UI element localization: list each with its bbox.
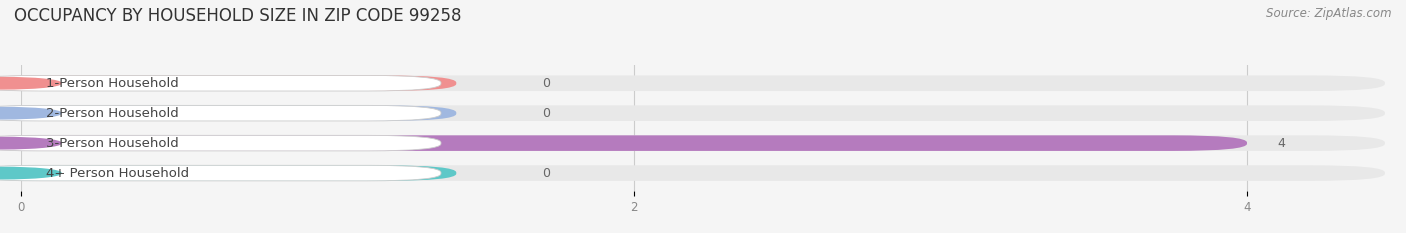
Circle shape [0, 167, 60, 179]
Text: Source: ZipAtlas.com: Source: ZipAtlas.com [1267, 7, 1392, 20]
FancyBboxPatch shape [0, 165, 457, 181]
Text: 4: 4 [1278, 137, 1285, 150]
FancyBboxPatch shape [0, 165, 441, 181]
Circle shape [0, 107, 60, 119]
Text: 0: 0 [543, 167, 550, 180]
FancyBboxPatch shape [0, 105, 457, 121]
Text: 2-Person Household: 2-Person Household [45, 107, 179, 120]
FancyBboxPatch shape [0, 75, 1385, 91]
FancyBboxPatch shape [0, 135, 1247, 151]
FancyBboxPatch shape [0, 75, 457, 91]
FancyBboxPatch shape [0, 105, 441, 121]
FancyBboxPatch shape [0, 165, 1385, 181]
FancyBboxPatch shape [0, 75, 441, 91]
FancyBboxPatch shape [0, 135, 441, 151]
Text: 3-Person Household: 3-Person Household [45, 137, 179, 150]
FancyBboxPatch shape [0, 135, 1385, 151]
Circle shape [0, 78, 60, 89]
Text: OCCUPANCY BY HOUSEHOLD SIZE IN ZIP CODE 99258: OCCUPANCY BY HOUSEHOLD SIZE IN ZIP CODE … [14, 7, 461, 25]
Text: 4+ Person Household: 4+ Person Household [45, 167, 188, 180]
Text: 0: 0 [543, 77, 550, 90]
Circle shape [0, 137, 60, 149]
Text: 0: 0 [543, 107, 550, 120]
Text: 1-Person Household: 1-Person Household [45, 77, 179, 90]
FancyBboxPatch shape [0, 105, 1385, 121]
